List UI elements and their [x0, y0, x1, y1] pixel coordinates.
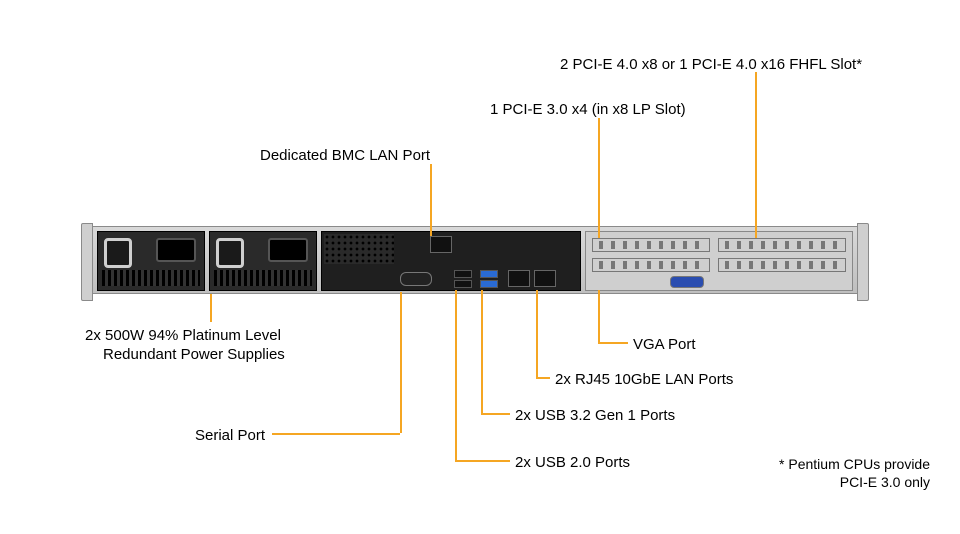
leader-psu [210, 294, 212, 322]
leader-vga [598, 290, 600, 342]
vga-port [670, 276, 704, 288]
expansion-area [585, 231, 853, 291]
pcie-slot-3 [718, 258, 846, 272]
leader-pcie_lp [598, 118, 600, 238]
psu-1 [97, 231, 205, 291]
usb3-port-1 [480, 270, 498, 278]
label-usb20: 2x USB 2.0 Ports [515, 453, 630, 473]
leader-serial [272, 433, 400, 435]
rj45-10g-1 [508, 270, 530, 287]
usb2-port-2 [454, 280, 472, 288]
label-bmc: Dedicated BMC LAN Port [260, 146, 430, 166]
bmc-lan-port [430, 236, 452, 253]
leader-rj45 [536, 377, 550, 379]
label-rj45: 2x RJ45 10GbE LAN Ports [555, 370, 733, 390]
leader-vga [598, 342, 628, 344]
label-serial: Serial Port [195, 426, 265, 446]
leader-usb32 [481, 290, 483, 413]
leader-usb32 [481, 413, 510, 415]
usb2-port-1 [454, 270, 472, 278]
usb3-port-2 [480, 280, 498, 288]
io-block [321, 231, 581, 291]
leader-pcie_top [755, 72, 757, 238]
label-usb32: 2x USB 3.2 Gen 1 Ports [515, 406, 675, 426]
pcie-fhfl-slot [718, 238, 846, 252]
leader-usb20 [455, 460, 510, 462]
server-chassis [90, 226, 860, 294]
leader-rj45 [536, 290, 538, 377]
footnote-1: * Pentium CPUs provide [779, 455, 930, 473]
label-pcie-top: 2 PCI-E 4.0 x8 or 1 PCI-E 4.0 x16 FHFL S… [560, 55, 862, 75]
label-psu-2: Redundant Power Supplies [103, 345, 285, 365]
leader-usb20 [455, 290, 457, 460]
label-pcie-lp: 1 PCI-E 3.0 x4 (in x8 LP Slot) [490, 100, 686, 120]
leader-serial [400, 292, 402, 433]
serial-port [400, 272, 432, 286]
leader-bmc [430, 164, 432, 236]
label-psu-1: 2x 500W 94% Platinum Level [85, 326, 281, 346]
footnote-2: PCI-E 3.0 only [840, 473, 930, 491]
pcie-lp-slot [592, 238, 710, 252]
pcie-slot-2 [592, 258, 710, 272]
psu-2 [209, 231, 317, 291]
label-vga: VGA Port [633, 335, 696, 355]
rj45-10g-2 [534, 270, 556, 287]
